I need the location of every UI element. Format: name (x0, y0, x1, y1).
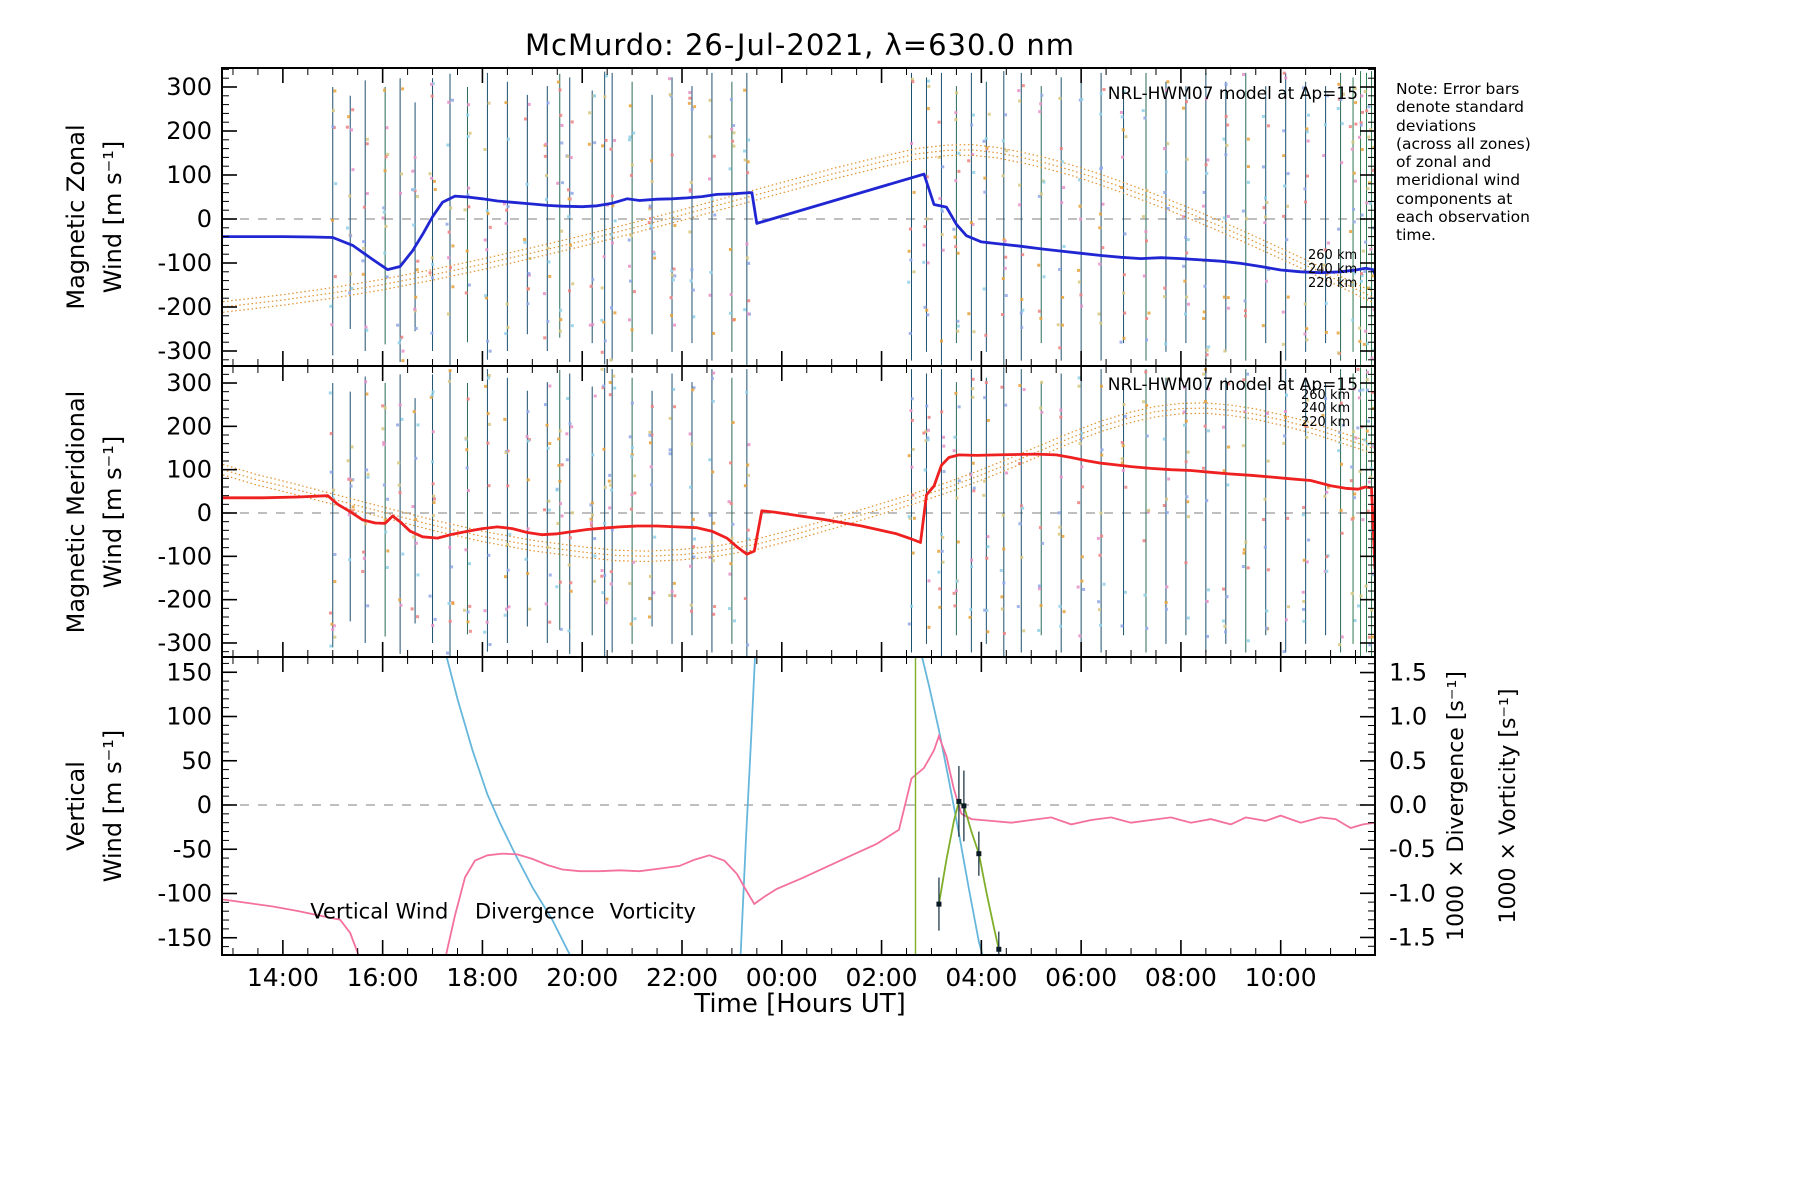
model-legend-label: NRL-HWM07 model at Ap=15 (1108, 375, 1358, 395)
model-altitude-label: 220 km (1301, 415, 1350, 430)
y-tick-label: 150 (166, 658, 212, 686)
magnetic-meridional-wind-line (223, 452, 1375, 570)
y-tick-label: 0 (197, 205, 212, 233)
y-tick-label: 0 (197, 791, 212, 819)
panel-magnetic-meridional-wind (222, 367, 1375, 657)
note-text: Note: Error bars denote standard deviati… (1396, 80, 1531, 245)
y-tick-label: -200 (158, 586, 212, 614)
model-curves (222, 402, 1375, 563)
panel-magnetic-zonal-wind (222, 71, 1375, 366)
right-y-tick-label: 0.0 (1389, 791, 1427, 819)
y-tick-label: 300 (166, 73, 212, 101)
y-tick-label: 100 (166, 161, 212, 189)
y-tick-label: -50 (173, 835, 212, 863)
chart-title: McMurdo: 26-Jul-2021, λ=630.0 nm (525, 28, 1075, 62)
x-axis-label: Time [Hours UT] (693, 989, 906, 1019)
x-tick-label: 00:00 (746, 963, 818, 992)
y-label-zonal-2: Wind [m s⁻¹] (99, 141, 127, 293)
y-label-vorticity: 1000 × Vorticity [s⁻¹] (1496, 689, 1521, 924)
y-tick-label: 300 (166, 369, 212, 397)
magnetic-zonal-wind-line (223, 172, 1375, 275)
x-tick-label: 14:00 (247, 963, 319, 992)
y-tick-label: 200 (166, 117, 212, 145)
y-tick-label: 0 (197, 499, 212, 527)
error-bars-layer (328, 367, 1375, 657)
model-curves (222, 143, 1375, 313)
x-tick-label: 10:00 (1245, 963, 1317, 992)
right-y-tick-label: -1.0 (1389, 879, 1436, 907)
y-tick-label: -200 (158, 293, 212, 321)
x-tick-label: 16:00 (347, 963, 419, 992)
y-tick-label: -100 (158, 542, 212, 570)
model-altitude-label: 220 km (1308, 276, 1357, 291)
bottom-panel-legend: Vertical Wind Divergence Vorticity (310, 899, 696, 923)
right-y-tick-label: 1.0 (1389, 703, 1427, 731)
x-tick-label: 22:00 (646, 963, 718, 992)
x-tick-label: 20:00 (546, 963, 618, 992)
y-tick-label: 200 (166, 412, 212, 440)
legend-vertical_wind: Vertical Wind (310, 899, 448, 923)
y-label-meridional-1: Magnetic Meridional (62, 391, 90, 634)
y-tick-label: -150 (158, 924, 212, 952)
x-tick-label: 06:00 (1045, 963, 1117, 992)
y-label-vertical-2: Wind [m s⁻¹] (99, 730, 127, 882)
y-tick-label: 100 (166, 703, 212, 731)
x-tick-label: 02:00 (846, 963, 918, 992)
model-altitude-label: 260 km (1301, 388, 1350, 403)
y-label-divergence: 1000 × Divergence [s⁻¹] (1444, 671, 1469, 941)
panel-vertical-wind-divergence-vorticity (222, 657, 1375, 955)
model-altitude-label: 240 km (1301, 401, 1350, 416)
y-tick-label: -100 (158, 249, 212, 277)
axes-frame: -300 -200 -100 0 100 200 300 -300 -200 -100 0 100 20… (158, 67, 1436, 992)
y-tick-label: -100 (158, 880, 212, 908)
model-altitude-label: 260 km (1308, 248, 1357, 263)
y-label-meridional-2: Wind [m s⁻¹] (99, 436, 127, 588)
x-tick-label: 04:00 (945, 963, 1017, 992)
right-y-tick-label: 1.5 (1389, 659, 1427, 687)
legend-vorticity: Vorticity (610, 899, 696, 923)
divergence-line (445, 657, 984, 955)
model-legend-label: NRL-HWM07 model at Ap=15 (1108, 84, 1358, 104)
right-y-tick-label: -0.5 (1389, 835, 1436, 863)
right-y-tick-label: -1.5 (1389, 923, 1436, 951)
x-tick-label: 08:00 (1145, 963, 1217, 992)
y-tick-label: -300 (158, 629, 212, 657)
y-tick-label: 50 (181, 747, 212, 775)
x-tick-label: 18:00 (446, 963, 518, 992)
model-altitude-label: 240 km (1308, 262, 1357, 277)
legend-divergence: Divergence (475, 899, 595, 923)
y-label-zonal-1: Magnetic Zonal (62, 124, 90, 309)
y-label-vertical-1: Vertical (62, 761, 90, 851)
y-tick-label: 100 (166, 456, 212, 484)
chart-dynamic-layer: Vertical Wind Divergence Vorticity NRL-HWM0… (158, 67, 1436, 992)
right-y-tick-label: 0.5 (1389, 747, 1427, 775)
vertical-wind-line (914, 657, 1002, 955)
vorticity-line (222, 733, 1375, 955)
y-tick-label: -300 (158, 337, 212, 365)
